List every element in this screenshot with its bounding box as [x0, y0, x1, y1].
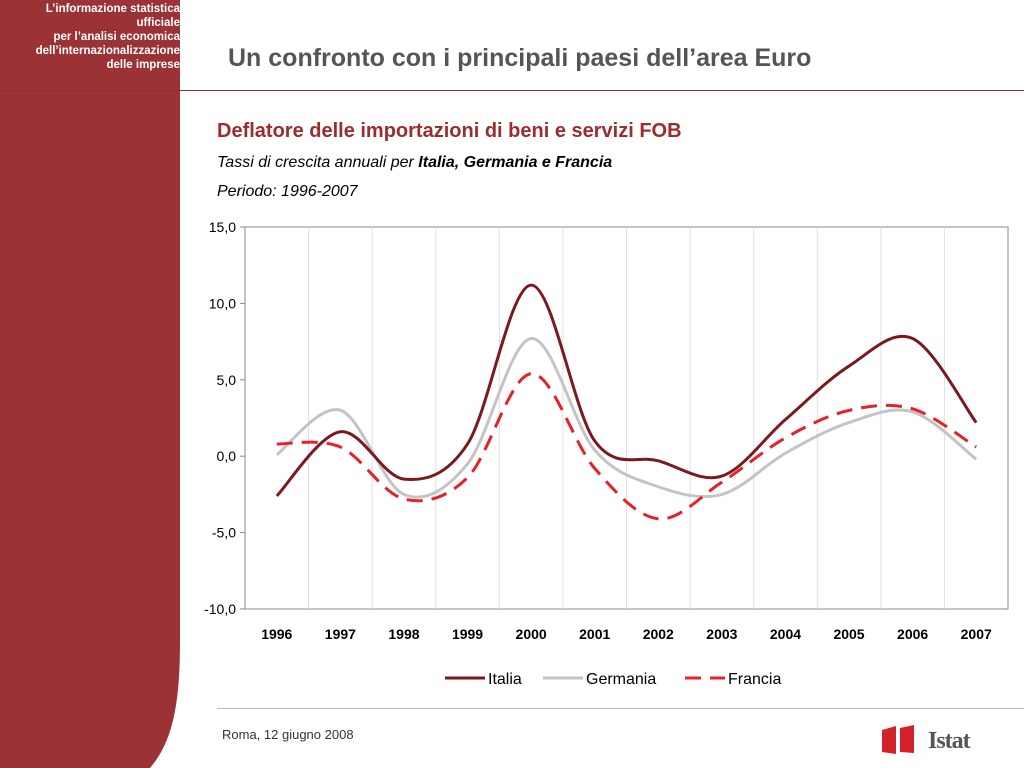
chart-period: Periodo: 1996-2007: [217, 183, 358, 200]
istat-logo-mark: [882, 726, 896, 754]
x-tick-label: 1998: [388, 626, 419, 642]
x-tick-label: 1999: [452, 626, 483, 642]
x-tick-label: 1996: [261, 626, 292, 642]
series-line-germania: [275, 337, 978, 499]
legend-label-italia: Italia: [488, 671, 522, 688]
sidebar-line: per l’analisi economica: [53, 31, 180, 43]
chart-subtitle-countries: Italia, Germania e Francia: [418, 154, 613, 171]
x-tick-label: 2000: [516, 626, 547, 642]
x-tick-label: 2006: [897, 626, 928, 642]
sidebar-line: ufficiale: [136, 17, 180, 29]
x-tick-label: 2007: [961, 626, 992, 642]
y-tick-label: -5,0: [212, 525, 236, 541]
istat-logo-icon: [882, 725, 914, 754]
sidebar-line: dell’internazionalizzazione: [35, 45, 180, 57]
sidebar-line: delle imprese: [106, 59, 180, 71]
y-tick-label: 10,0: [209, 295, 236, 311]
footer-divider: [217, 708, 1024, 709]
legend-label-germania: Germania: [586, 671, 656, 688]
chart-title: Deflatore delle importazioni di beni e s…: [217, 120, 682, 142]
sidebar-caption: L’informazione statistica ufficiale per …: [0, 2, 180, 72]
x-tick-label: 2001: [579, 626, 610, 642]
legend-label-francia: Francia: [728, 671, 781, 688]
x-tick-label: 2004: [770, 626, 801, 642]
y-tick-label: -10,0: [204, 601, 236, 617]
x-tick-label: 2003: [706, 626, 737, 642]
sidebar-band: [0, 0, 180, 768]
series-line-francia: [276, 372, 977, 521]
sidebar-band-shape: [0, 0, 180, 768]
chart-subtitle-prefix: Tassi di crescita annuali per: [217, 154, 419, 171]
header-divider: [0, 90, 1024, 91]
y-tick-label: 5,0: [217, 372, 237, 388]
footer-date: Roma, 12 giugno 2008: [222, 727, 354, 742]
x-tick-label: 2005: [833, 626, 864, 642]
chart-subtitle: Tassi di crescita annuali per Italia, Ge…: [217, 154, 612, 172]
y-tick-label: 0,0: [217, 448, 237, 464]
line-chart: 15,0 10,0 5,0 0,0 -5,0 -10,0 1996 1997 1998 1999…: [204, 219, 1009, 688]
x-tick-label: 2002: [643, 626, 674, 642]
y-tick-label: 15,0: [209, 219, 236, 235]
istat-logo-text: Istat: [928, 728, 971, 754]
sidebar-line: L’informazione statistica: [45, 3, 180, 15]
page-title: Un confronto con i principali paesi dell…: [228, 44, 812, 72]
istat-logo-mark: [900, 725, 914, 753]
x-tick-label: 1997: [325, 626, 356, 642]
series-line-italia: [275, 283, 978, 497]
